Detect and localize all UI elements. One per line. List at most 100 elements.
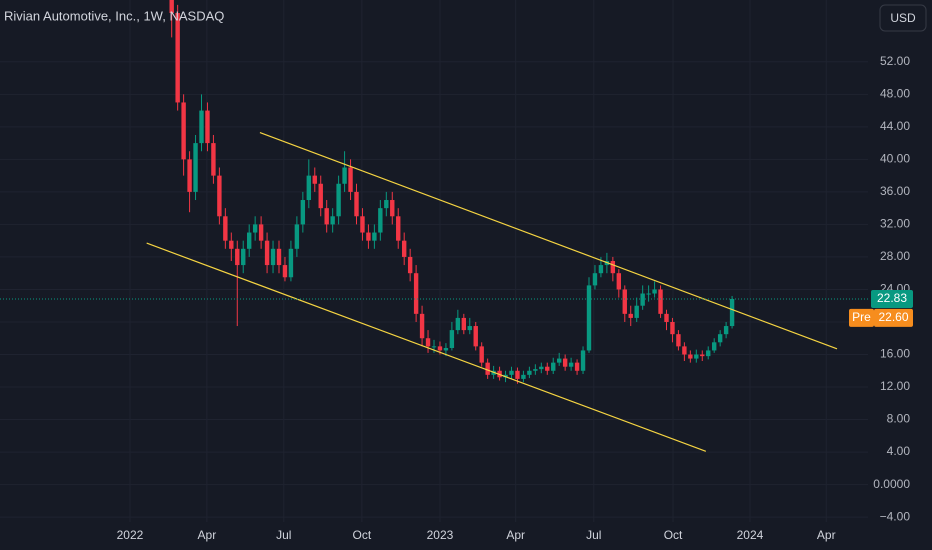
candle-body bbox=[664, 313, 669, 322]
candle-body bbox=[717, 334, 723, 343]
candle-body bbox=[658, 289, 663, 314]
x-tick-label: Jul bbox=[586, 528, 601, 542]
trendline bbox=[146, 242, 707, 452]
price-label: 22.83 bbox=[877, 291, 907, 305]
candle-body bbox=[437, 346, 443, 351]
candle-body bbox=[711, 342, 717, 351]
trendline bbox=[259, 131, 838, 350]
marks bbox=[146, 0, 838, 452]
candle-body bbox=[425, 338, 431, 347]
pre-market-box bbox=[874, 308, 913, 327]
candle-body bbox=[485, 362, 490, 375]
pre-market-tag bbox=[849, 308, 874, 327]
candle-body bbox=[330, 216, 335, 225]
candle-body bbox=[378, 208, 383, 233]
candle-body bbox=[306, 175, 312, 201]
candle-body bbox=[312, 175, 317, 184]
candle-body bbox=[360, 216, 365, 233]
y-tick-label: 4.00 bbox=[887, 444, 911, 458]
candle-body bbox=[598, 265, 604, 274]
candle-body bbox=[628, 313, 633, 318]
candle-body bbox=[282, 265, 288, 278]
candle-body bbox=[211, 143, 216, 176]
candle-body bbox=[688, 354, 693, 359]
candle-body bbox=[193, 143, 198, 192]
candle-body bbox=[521, 374, 526, 379]
candle-body bbox=[229, 240, 234, 249]
y-tick-label: 32.00 bbox=[880, 217, 910, 231]
candle-body bbox=[515, 370, 520, 379]
candle-body bbox=[682, 346, 687, 355]
candle-body bbox=[336, 183, 341, 217]
y-tick-label: 12.00 bbox=[880, 379, 910, 393]
x-tick-label: 2023 bbox=[427, 528, 454, 542]
candle-body bbox=[467, 326, 472, 331]
candle-body bbox=[539, 366, 544, 370]
candle-body bbox=[652, 289, 657, 294]
y-tick-label: 36.00 bbox=[880, 184, 910, 198]
y-tick-label: 16.00 bbox=[880, 347, 910, 361]
candle-body bbox=[562, 358, 568, 367]
candle-body bbox=[205, 110, 210, 144]
candle-body bbox=[199, 110, 204, 144]
candle-body bbox=[586, 285, 592, 351]
price-label-box bbox=[871, 289, 913, 308]
y-tick-label: 40.00 bbox=[880, 152, 910, 166]
candle-body bbox=[354, 191, 359, 217]
candle-body bbox=[241, 248, 246, 266]
candle-body bbox=[264, 240, 270, 266]
candle-body bbox=[181, 102, 186, 160]
overlay: −4.000.00004.008.0012.0016.0020.0024.002… bbox=[0, 54, 913, 542]
candle-body bbox=[175, 13, 180, 103]
y-tick-label: −4.00 bbox=[880, 509, 911, 523]
candle-body bbox=[419, 313, 425, 339]
candle-body bbox=[723, 326, 729, 335]
candle-body bbox=[694, 354, 699, 359]
y-tick-label: 52.00 bbox=[880, 54, 910, 68]
x-tick-label: Apr bbox=[198, 528, 217, 542]
candle-body bbox=[348, 167, 353, 192]
grid bbox=[0, 0, 868, 522]
candle-body bbox=[431, 346, 437, 348]
y-tick-label: 28.00 bbox=[880, 249, 910, 263]
candle-body bbox=[449, 330, 455, 348]
candle-body bbox=[455, 317, 461, 331]
currency-label[interactable]: USD bbox=[890, 11, 916, 25]
candle-body bbox=[169, 0, 174, 14]
candle-body bbox=[324, 208, 329, 225]
candle-body bbox=[676, 334, 681, 347]
candle-body bbox=[556, 358, 562, 363]
pre-market-price: 22.60 bbox=[878, 310, 908, 324]
y-tick-label: 0.0000 bbox=[873, 477, 910, 491]
candle-body bbox=[401, 240, 407, 257]
candle-body bbox=[527, 370, 532, 375]
x-tick-label: Oct bbox=[664, 528, 683, 542]
candle-body bbox=[413, 273, 419, 314]
candle-body bbox=[592, 273, 598, 286]
candle-body bbox=[461, 317, 467, 331]
candle-body bbox=[479, 346, 484, 363]
candle-body bbox=[318, 183, 323, 209]
candle-body bbox=[288, 248, 294, 278]
x-tick-label: 2022 bbox=[117, 528, 144, 542]
candle-body bbox=[396, 216, 401, 241]
candle-body bbox=[390, 200, 395, 217]
candle-body bbox=[235, 248, 240, 266]
y-tick-label: 48.00 bbox=[880, 86, 910, 100]
candle-body bbox=[580, 350, 586, 371]
currency-button[interactable] bbox=[879, 4, 927, 32]
candle-body bbox=[729, 298, 735, 327]
chart-title: Rivian Automotive, Inc., 1W, NASDAQ bbox=[4, 8, 224, 23]
candle-body bbox=[258, 224, 264, 241]
candle-body bbox=[217, 175, 222, 217]
candle-body bbox=[276, 248, 282, 266]
x-tick-label: Apr bbox=[817, 528, 836, 542]
candle-body bbox=[545, 366, 550, 371]
candle-body bbox=[533, 369, 538, 371]
candle-body bbox=[473, 326, 478, 347]
candle-body bbox=[616, 273, 622, 290]
candle-body bbox=[610, 261, 616, 274]
